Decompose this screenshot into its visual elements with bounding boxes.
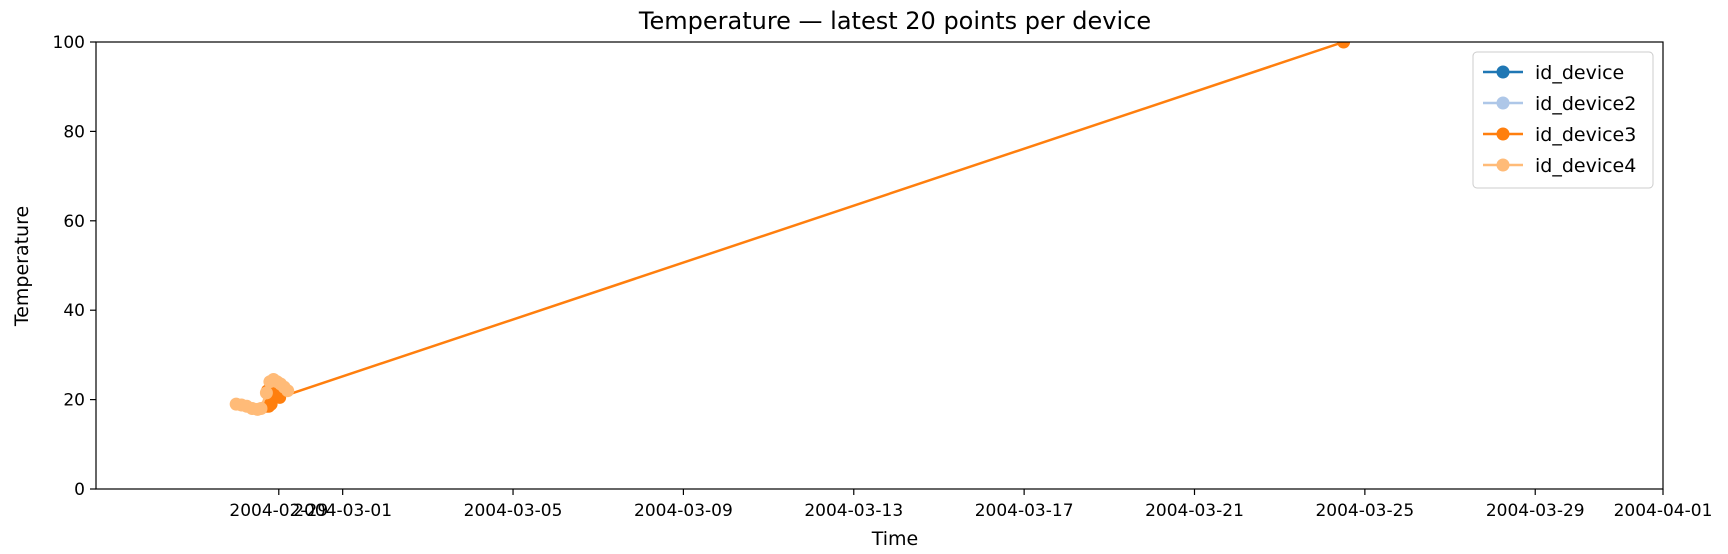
data-point-id_device4-6 (259, 386, 273, 400)
y-axis-label: Temperature (11, 206, 33, 327)
y-axis: 0 20 40 60 80 100 (53, 33, 96, 500)
legend-box (1472, 51, 1654, 189)
x-tick-label-3: 2004-03-09 (634, 501, 733, 521)
x-axis-label: Time (871, 528, 919, 550)
data-point-id_device3-9 (1337, 42, 1351, 49)
y-tick-label-0: 0 (74, 480, 85, 500)
legend-item-id_device: id_device (1483, 62, 1624, 84)
legend-marker-id_device3 (1496, 127, 1510, 141)
x-tick-label-2: 2004-03-05 (464, 501, 563, 521)
y-tick-label-3: 60 (63, 212, 85, 232)
legend-marker-id_device (1496, 65, 1510, 79)
x-tick-label-0: 2004-02-29 (229, 501, 328, 521)
x-tick-label-8: 2004-03-29 (1486, 501, 1585, 521)
plot-area (96, 42, 1663, 489)
x-tick-label-9: 2004-04-01 (1614, 501, 1713, 521)
plot-frame (95, 41, 1664, 490)
legend-label-id_device: id_device (1535, 62, 1624, 84)
legend-item-id_device4: id_device4 (1483, 155, 1636, 177)
legend-label-id_device2: id_device2 (1535, 93, 1636, 115)
legend-marker-id_device4 (1496, 158, 1510, 172)
legend-item-id_device3: id_device3 (1483, 124, 1636, 146)
x-tick-label-6: 2004-03-21 (1145, 501, 1244, 521)
y-tick-label-2: 40 (63, 301, 85, 321)
data-point-id_device4-12 (281, 384, 295, 398)
legend: id_device id_device2 id_device3 id_device4 (1472, 51, 1654, 189)
series-layer (229, 42, 1351, 416)
x-tick-label-7: 2004-03-25 (1315, 501, 1414, 521)
chart-title: Temperature — latest 20 points per devic… (638, 7, 1151, 35)
y-tick-label-5: 100 (53, 33, 85, 53)
series-id_device4 (229, 373, 295, 416)
x-tick-label-1: 2004-03-01 (293, 501, 392, 521)
legend-label-id_device4: id_device4 (1535, 155, 1636, 177)
y-tick-label-4: 80 (63, 122, 85, 142)
x-tick-label-4: 2004-03-13 (804, 501, 903, 521)
legend-marker-id_device2 (1496, 96, 1510, 110)
y-tick-label-1: 20 (63, 391, 85, 411)
legend-label-id_device3: id_device3 (1535, 124, 1636, 146)
x-tick-label-5: 2004-03-17 (975, 501, 1074, 521)
data-point-id_device4-5 (254, 402, 268, 415)
legend-item-id_device2: id_device2 (1483, 93, 1636, 115)
